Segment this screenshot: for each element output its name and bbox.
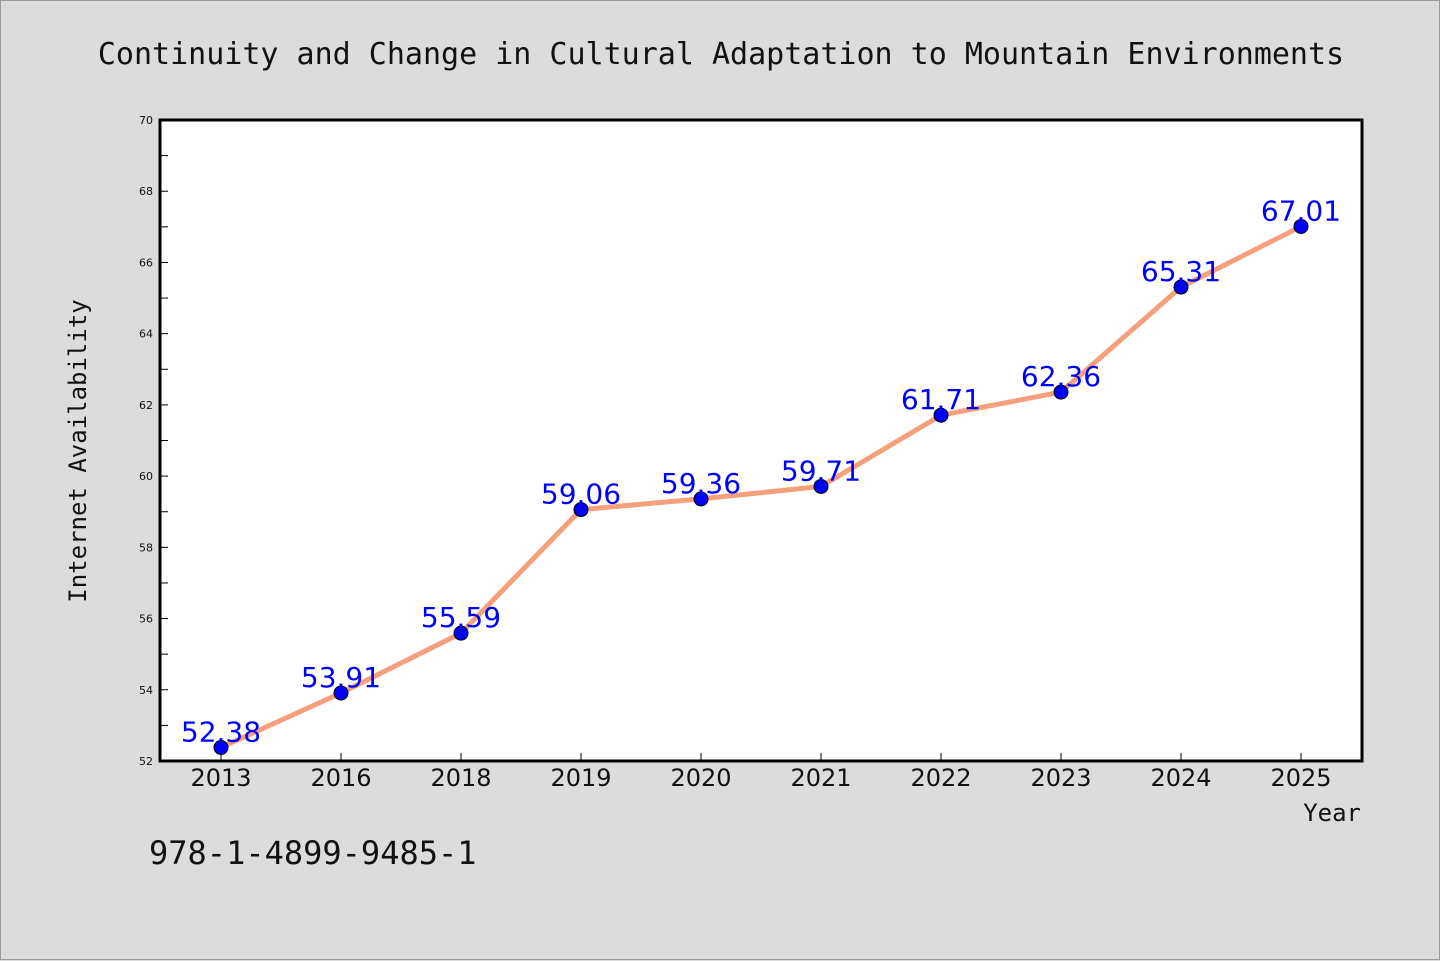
y-tick-label: 68 [139,185,153,198]
series-line-group [219,224,1303,750]
data-point [813,478,829,494]
y-tick-label: 54 [139,684,153,697]
x-tick-label: 2024 [1150,764,1211,792]
data-label: 61.71 [901,383,981,416]
y-tick-label: 62 [139,399,153,412]
x-tick-label: 2013 [190,764,251,792]
data-points [213,218,1309,755]
data-label: 59.36 [661,467,741,500]
x-tick-label: 2019 [550,764,611,792]
data-label: 62.36 [1021,360,1101,393]
x-tick-label: 2025 [1270,764,1331,792]
data-point [933,407,949,423]
data-point [573,502,589,518]
data-label: 65.31 [1141,255,1221,288]
y-tick-label: 58 [139,541,153,554]
data-label: 53.91 [301,661,381,694]
data-point [213,739,229,755]
y-tick-label: 64 [139,328,153,341]
plot-area [158,118,1364,763]
data-point [1053,384,1069,400]
y-tick-label: 70 [139,114,153,127]
x-tick-label: 2020 [670,764,731,792]
isbn-text: 978-1-4899-9485-1 [149,834,477,872]
x-tick-label: 2023 [1030,764,1091,792]
y-tick-label: 56 [139,613,153,626]
y-axis-label: Internet Availability [64,299,92,602]
data-point [693,491,709,507]
y-tick-label: 60 [139,470,153,483]
x-tick-label: 2016 [310,764,371,792]
data-label: 59.71 [781,454,861,487]
data-point [453,625,469,641]
data-labels: 52.38 53.91 55.59 59.06 59.36 59.71 61.71 62.36… [181,194,1341,748]
x-axis: 2013 2016 2018 2019 2020 2021 2022 2023 2024 2025 [190,753,1332,792]
x-tick-label: 2021 [790,764,851,792]
data-label: 55.59 [421,601,501,634]
series-line [219,224,1303,750]
x-axis-label: Year [1303,799,1361,827]
data-label: 67.01 [1261,194,1341,227]
x-tick-label: 2018 [430,764,491,792]
data-point [1173,279,1189,295]
data-label: 59.06 [541,478,621,511]
chart-title: Continuity and Change in Cultural Adapta… [98,37,1344,72]
data-point [333,685,349,701]
data-label: 52.38 [181,715,261,748]
data-point [1293,218,1309,234]
x-tick-label: 2022 [910,764,971,792]
y-axis: 52 54 56 58 60 62 64 66 68 70 [139,114,168,768]
y-tick-label: 66 [139,256,153,269]
y-tick-label: 52 [139,755,153,768]
